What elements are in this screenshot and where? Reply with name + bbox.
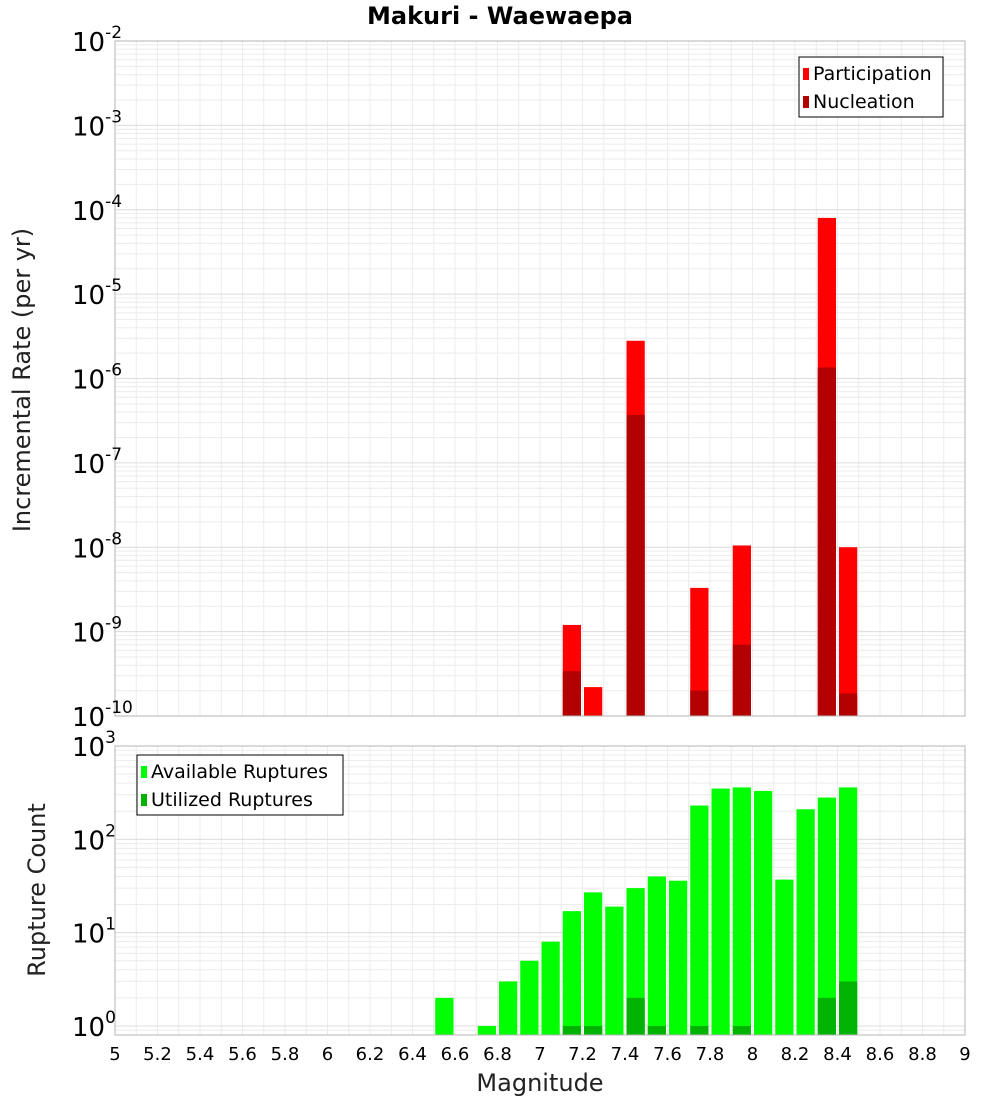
x-tick-label: 7 [534, 1044, 545, 1065]
y-tick-label: 10-5 [72, 276, 122, 311]
x-tick-label: 8 [747, 1044, 758, 1065]
legend: Participation Nucleation [798, 56, 944, 118]
y-tick-label: 10-3 [72, 107, 122, 142]
x-tick-label: 5.4 [186, 1044, 215, 1065]
legend-swatch [141, 794, 147, 806]
bar [669, 880, 688, 1035]
x-tick-label: 6.4 [398, 1044, 427, 1065]
x-tick-label: 5.8 [271, 1044, 300, 1065]
bar [647, 1025, 666, 1035]
y-tick-label: 103 [72, 728, 116, 763]
x-tick-label: 8.8 [908, 1044, 937, 1065]
bar [732, 787, 751, 1035]
x-axis-ticks: 5 5.2 5.4 5.6 5.8 6 6.2 6.4 6.6 6.8 7 7.2 7.4 7.6 7.8 8… [109, 1044, 970, 1065]
x-tick-label: 6.6 [441, 1044, 470, 1065]
x-tick-label: 7.6 [653, 1044, 682, 1065]
x-tick-label: 5.6 [228, 1044, 257, 1065]
bar [775, 879, 794, 1035]
bar [817, 367, 836, 716]
x-tick-label: 6 [322, 1044, 333, 1065]
x-tick-label: 7.2 [568, 1044, 597, 1065]
bar [690, 1025, 709, 1035]
bar [690, 690, 709, 716]
y-tick-label: 10-2 [72, 23, 122, 58]
bar [732, 1025, 751, 1035]
bar [605, 906, 624, 1035]
bar [626, 997, 645, 1035]
bar [477, 1025, 496, 1035]
bar [626, 414, 645, 716]
x-tick-label: 7.4 [611, 1044, 640, 1065]
x-tick-label: 5.2 [143, 1044, 172, 1065]
x-tick-label: 8.4 [823, 1044, 852, 1065]
legend-swatch [803, 68, 809, 80]
legend-swatch [803, 96, 809, 108]
rupture-count-panel: 100 101 102 103 Available Ruptures Utilized R… [72, 728, 966, 1043]
legend-label: Nucleation [813, 91, 915, 113]
bar [520, 960, 539, 1035]
bar [839, 547, 858, 716]
incremental-rate-panel: 10-10 10-9 10-8 10-7 10-6 10-5 10-4 10-3 10-2 Par… [72, 23, 966, 733]
y-tick-label: 10-6 [72, 361, 122, 396]
bar [584, 1025, 603, 1035]
bar [839, 981, 858, 1035]
bar [839, 693, 858, 716]
x-tick-label: 7.8 [696, 1044, 725, 1065]
bar [435, 997, 454, 1035]
series-available-ruptures [435, 787, 858, 1035]
bar [796, 809, 815, 1035]
bar [690, 587, 709, 716]
bar [732, 644, 751, 716]
bar [562, 911, 581, 1035]
bar [541, 941, 560, 1035]
x-tick-label: 8.6 [866, 1044, 895, 1065]
legend-swatch [141, 766, 147, 778]
y-tick-label: 101 [72, 915, 116, 950]
bar [584, 892, 603, 1035]
legend: Available Ruptures Utilized Ruptures [136, 754, 344, 816]
x-tick-label: 5 [109, 1044, 120, 1065]
bar [817, 997, 836, 1035]
grid [114, 41, 966, 717]
y-tick-label: 10-7 [72, 445, 122, 480]
plot-frame [114, 40, 966, 717]
legend-label: Participation [813, 63, 932, 85]
x-tick-label: 6.8 [483, 1044, 512, 1065]
y-axis-label-incremental-rate: Incremental Rate (per yr) [8, 228, 36, 532]
y-tick-label: 10-4 [72, 192, 122, 227]
series-nucleation [562, 367, 858, 716]
bar [562, 671, 581, 716]
x-tick-label: 9 [959, 1044, 970, 1065]
series-utilized-ruptures [562, 981, 858, 1035]
bar [562, 1025, 581, 1035]
plot-frame [114, 745, 966, 1036]
chart-title: Makuri - Waewaepa [367, 2, 633, 30]
y-axis-label-rupture-count: Rupture Count [23, 803, 51, 977]
y-tick-label: 10-8 [72, 529, 122, 564]
y-tick-label: 102 [72, 821, 116, 856]
bar [754, 790, 773, 1035]
y-tick-label: 10-9 [72, 614, 122, 649]
bar [584, 687, 603, 716]
legend-label: Utilized Ruptures [151, 789, 313, 811]
y-tick-label: 100 [72, 1008, 116, 1043]
x-tick-label: 6.2 [356, 1044, 385, 1065]
legend-label: Available Ruptures [151, 761, 328, 783]
bar [817, 797, 836, 1035]
bar [647, 876, 666, 1035]
x-tick-label: 8.2 [781, 1044, 810, 1065]
bar [499, 981, 518, 1035]
y-tick-label: 10-10 [72, 698, 133, 733]
x-axis-label: Magnitude [476, 1069, 603, 1097]
bar [711, 788, 730, 1035]
bar [839, 787, 858, 1035]
bar [690, 805, 709, 1035]
